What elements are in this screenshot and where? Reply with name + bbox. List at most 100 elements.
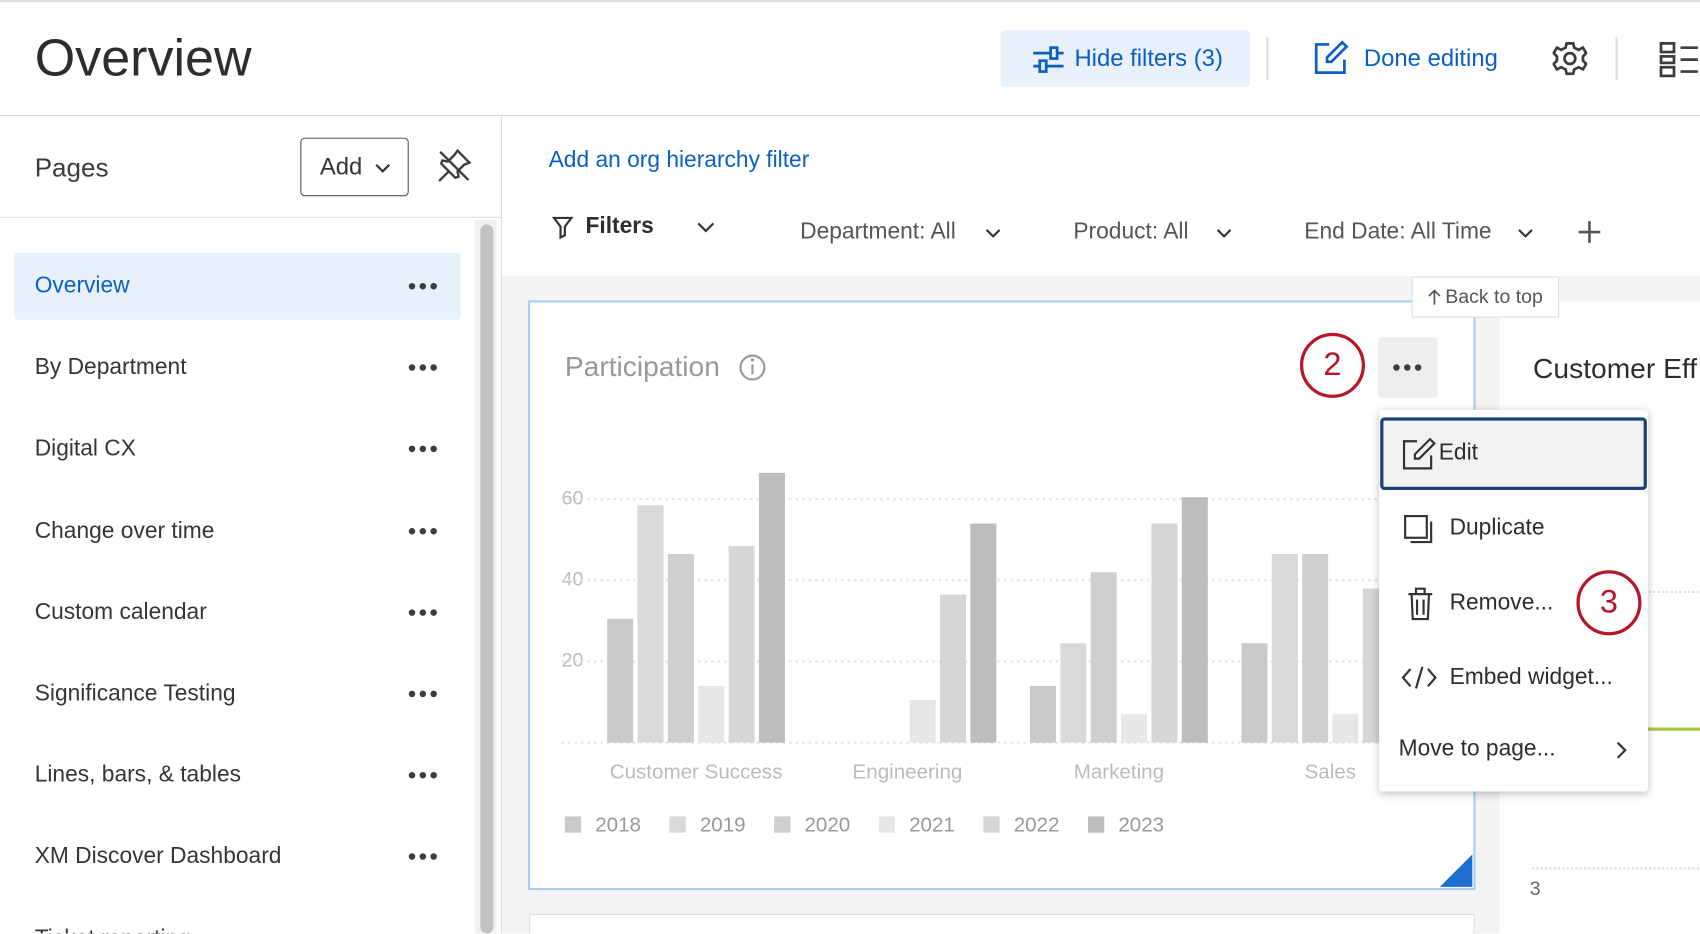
done-editing[interactable]: Done editing	[1363, 44, 1498, 72]
bar	[1271, 553, 1298, 743]
settings-icon[interactable]	[1552, 41, 1588, 76]
page-menu[interactable]	[408, 690, 442, 700]
grid-line	[1531, 867, 1700, 870]
bar	[1241, 643, 1268, 743]
page-menu[interactable]	[408, 609, 442, 618]
page-menu[interactable]	[408, 446, 442, 455]
chevron-right	[1616, 741, 1627, 759]
x-tick-label: Engineering	[853, 760, 963, 783]
menu-item[interactable]: Duplicate	[1449, 514, 1545, 540]
bar	[1090, 572, 1117, 743]
hide-filters-label: Hide filters (3)	[1074, 44, 1223, 72]
x-tick-label: Marketing	[1074, 760, 1164, 783]
bar	[1121, 714, 1148, 743]
chevron[interactable]	[1215, 228, 1232, 239]
page-menu[interactable]	[408, 282, 442, 292]
bar	[728, 545, 755, 743]
page-item[interactable]: Overview	[34, 273, 130, 299]
layout-icon[interactable]	[1659, 41, 1700, 78]
bar	[637, 505, 664, 743]
bar	[1151, 523, 1178, 743]
menu-item[interactable]: Embed widget...	[1449, 664, 1613, 690]
page-menu[interactable]	[408, 364, 442, 373]
back-to-top-label: Back to top	[1445, 285, 1543, 308]
filter-dropdown[interactable]: Department: All	[800, 219, 956, 244]
edit-icon[interactable]	[1312, 39, 1349, 76]
bar	[1181, 497, 1208, 743]
add-filter-icon[interactable]	[1578, 220, 1602, 244]
resize-handle[interactable]	[1439, 854, 1473, 887]
embed-icon	[1401, 666, 1437, 689]
header-border	[0, 114, 1700, 117]
sidebar-divider	[0, 216, 501, 218]
filter-dropdown[interactable]: End Date: All Time	[1304, 219, 1492, 244]
back-to-top[interactable]: Back to top	[1411, 276, 1560, 318]
callout: 2	[1299, 332, 1366, 398]
x-tick-label: Customer Success	[610, 760, 783, 783]
bar	[698, 685, 725, 743]
org-hierarchy-link[interactable]: Add an org hierarchy filter	[548, 147, 810, 173]
bar	[758, 472, 785, 743]
page-item[interactable]: Digital CX	[34, 436, 136, 462]
page-menu[interactable]	[408, 853, 442, 863]
next-widget	[529, 913, 1475, 934]
legend-label: 2020	[804, 814, 850, 837]
menu-item[interactable]: Edit	[1438, 440, 1478, 466]
filters-label[interactable]: Filters	[585, 213, 654, 239]
hide-filters-button[interactable]: Hide filters (3)	[1000, 30, 1251, 87]
page-title: Overview	[34, 29, 252, 88]
page-item[interactable]: XM Discover Dashboard	[34, 843, 282, 869]
bar	[667, 553, 694, 743]
y-tick-label: 20	[562, 650, 584, 672]
separator	[1266, 36, 1269, 81]
bar	[1332, 714, 1359, 743]
bar	[607, 618, 634, 743]
bar	[1060, 643, 1087, 743]
add-page-button[interactable]: Add	[300, 137, 409, 197]
page-item[interactable]: By Department	[34, 354, 187, 380]
chevron[interactable]	[984, 228, 1001, 239]
page-item[interactable]: Change over time	[34, 517, 215, 543]
legend-label: 2023	[1118, 814, 1164, 837]
bar	[1302, 553, 1329, 743]
legend-swatch	[983, 816, 1000, 833]
side-tick-label: 3	[1529, 877, 1541, 900]
widget-menu-button[interactable]	[1378, 337, 1438, 398]
legend-swatch	[774, 816, 791, 833]
chevron	[375, 164, 390, 173]
unpin-icon[interactable]	[436, 147, 473, 184]
y-tick-label: 60	[562, 487, 584, 509]
page-item[interactable]: Ticket reporting	[35, 925, 191, 933]
separator	[1615, 36, 1618, 81]
page-item[interactable]: Lines, bars, & tables	[34, 762, 241, 788]
filter-dropdown[interactable]: Product: All	[1073, 219, 1189, 244]
callout: 3	[1576, 570, 1642, 636]
filter-icon	[1033, 46, 1064, 73]
page-item[interactable]: Custom calendar	[34, 599, 207, 625]
page-menu[interactable]	[408, 772, 442, 781]
chevron[interactable]	[1517, 228, 1534, 239]
legend-swatch	[669, 816, 686, 833]
scrollbar-thumb[interactable]	[480, 224, 494, 934]
bar	[909, 700, 936, 743]
legend-swatch	[564, 816, 582, 833]
page-menu[interactable]	[408, 527, 442, 537]
menu-item[interactable]: Remove...	[1449, 589, 1554, 615]
side-line	[1647, 727, 1700, 731]
legend-label: 2021	[909, 814, 955, 837]
page-item[interactable]: Significance Testing	[34, 680, 236, 706]
info-icon	[739, 354, 766, 381]
chevron[interactable]	[696, 221, 716, 234]
selected-page-bg	[14, 252, 461, 320]
bar	[940, 594, 967, 743]
sidebar-border	[500, 116, 502, 934]
funnel-icon	[551, 216, 574, 240]
legend-swatch	[878, 816, 896, 833]
trash-icon	[1408, 587, 1433, 621]
menu-item[interactable]: Move to page...	[1398, 736, 1556, 762]
x-tick-label: Sales	[1305, 760, 1356, 783]
legend-label: 2019	[700, 814, 746, 837]
chart-title: Participation	[565, 350, 720, 382]
sidebar-title: Pages	[34, 153, 109, 184]
